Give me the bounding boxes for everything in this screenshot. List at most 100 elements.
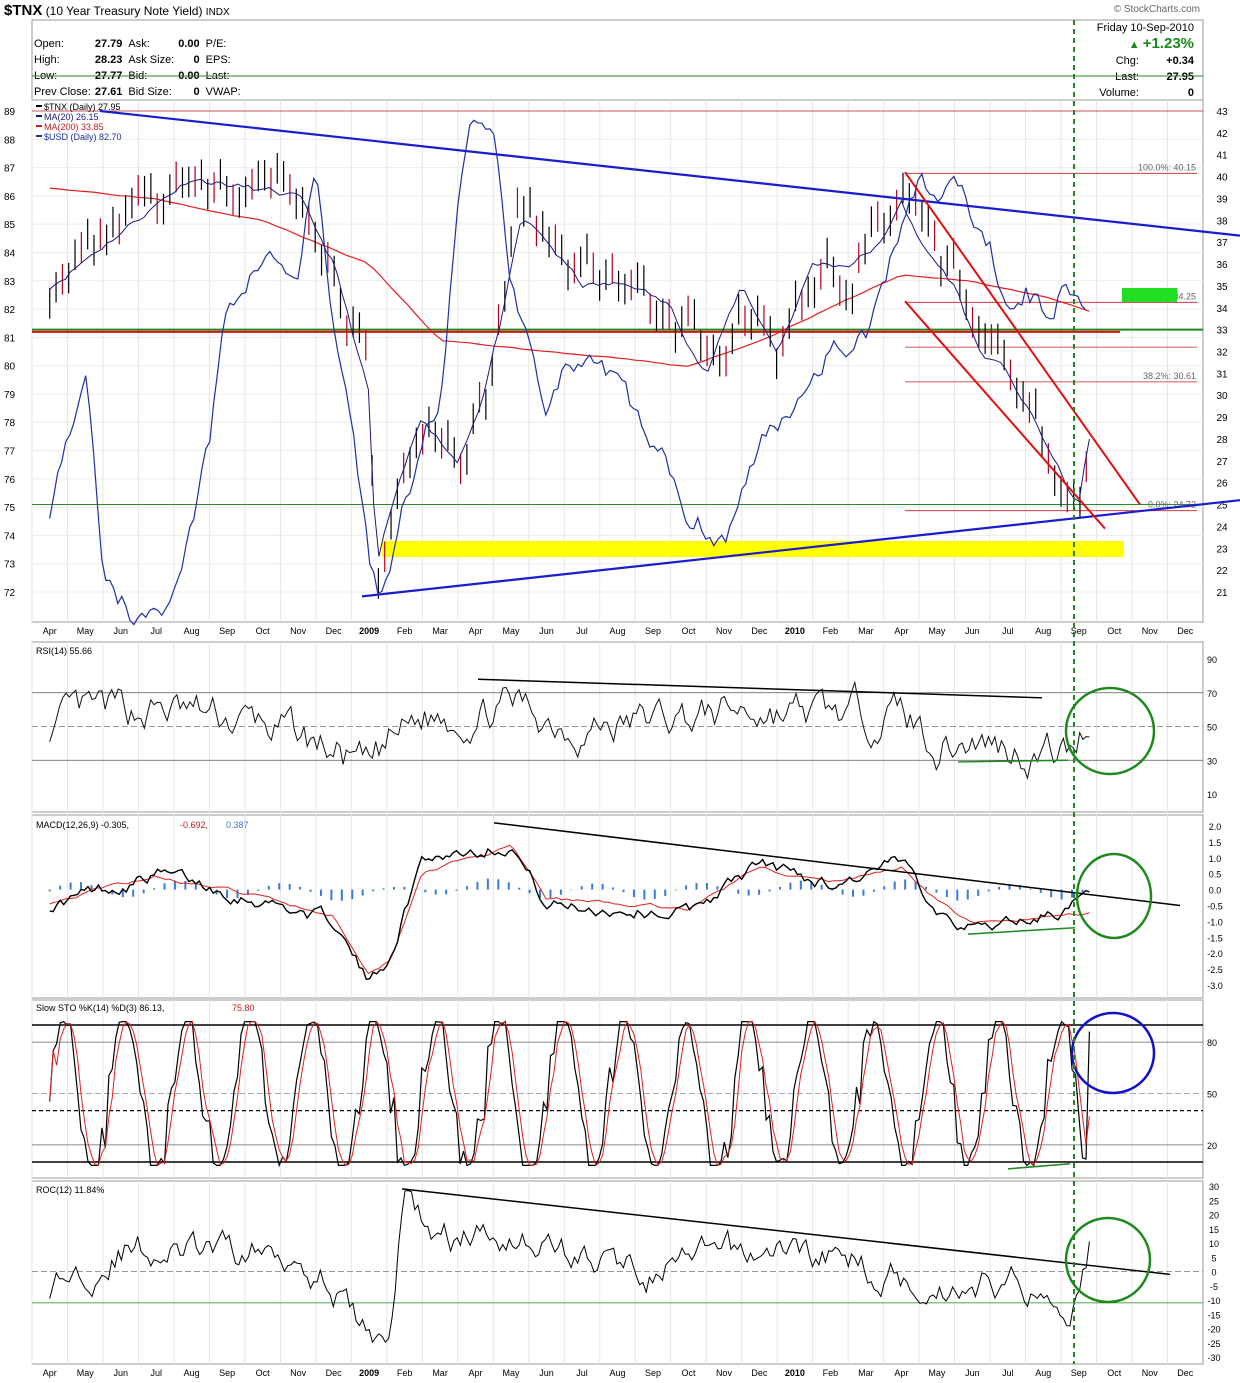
x-axis-label-bottom: Jun [965, 1368, 980, 1378]
x-axis-label-bottom: Sep [1071, 1368, 1087, 1378]
roc-frame [31, 1180, 1204, 1365]
macd-line [49, 847, 1090, 981]
roc-axis-label: -5 [1210, 1282, 1218, 1292]
last-value: 27.95 [1166, 71, 1194, 83]
roc-trendline [401, 1188, 1171, 1276]
roc-axis-label: 25 [1209, 1196, 1219, 1206]
roc-line [49, 1190, 1090, 1344]
x-axis-label-bottom: Jul [1002, 1368, 1014, 1378]
x-axis-label-bottom: Dec [751, 1368, 768, 1378]
left-axis-label: 81 [4, 333, 16, 344]
left-axis-label: 87 [4, 164, 16, 175]
up-arrow-icon: ▲ [1128, 39, 1140, 51]
x-axis-label-bottom: Jul [150, 1368, 162, 1378]
right-axis-label: 28 [1216, 435, 1228, 446]
rsi-divergence-line [957, 759, 1069, 763]
volume-label: Volume: [1099, 87, 1139, 99]
x-axis-label: Oct [681, 626, 696, 636]
macd-axis-label: 0.0 [1209, 886, 1222, 896]
x-axis-label: 2009 [359, 626, 379, 636]
macd-axis-label: 1.5 [1209, 838, 1222, 848]
right-axis-label: 34 [1216, 304, 1228, 315]
x-axis-label-bottom: Feb [397, 1368, 413, 1378]
x-axis-label-bottom: Jun [113, 1368, 128, 1378]
macd-axis-label: 0.5 [1209, 870, 1222, 880]
x-axis-label: Aug [184, 626, 200, 636]
x-axis-label: Nov [716, 626, 733, 636]
legend-entry: MA(200) 33.85 [44, 122, 104, 132]
bidsize-label: Bid Size: [128, 86, 172, 98]
left-axis-label: 82 [4, 305, 16, 316]
last-label-right: Last: [1115, 71, 1139, 83]
right-axis-label: 29 [1216, 413, 1228, 424]
right-axis-label: 30 [1216, 391, 1228, 402]
roc-axis-label: -20 [1207, 1325, 1220, 1335]
x-axis-label-bottom: Oct [681, 1368, 696, 1378]
x-axis-label-bottom: Apr [43, 1368, 57, 1378]
right-axis-label: 43 [1216, 107, 1228, 118]
sto-k-line [49, 1020, 1090, 1168]
right-quote: Friday 10-Sep-2010 ▲ +1.23% Chg: +0.34 L… [1097, 20, 1194, 101]
volume-value: 0 [1187, 87, 1194, 99]
bidsize-value: 0 [193, 86, 200, 98]
right-axis-label: 31 [1216, 369, 1228, 380]
legend-entry: $USD (Daily) 82.70 [44, 132, 122, 142]
x-axis-label: Apr [469, 626, 483, 636]
x-axis-label: Mar [432, 626, 448, 636]
macd-signal-line [49, 844, 1090, 975]
x-axis-label: Apr [43, 626, 57, 636]
right-axis-label: 41 [1216, 151, 1228, 162]
right-axis-label: 21 [1216, 588, 1228, 599]
x-axis-label: May [928, 626, 946, 636]
left-axis-label: 76 [4, 475, 16, 486]
x-axis-label-bottom: 2010 [785, 1368, 805, 1378]
rsi-axis-label: 70 [1207, 689, 1217, 699]
x-axis-label: Feb [397, 626, 413, 636]
symbol: $TNX [4, 2, 43, 19]
right-axis-label: 32 [1216, 348, 1228, 359]
left-axis-label: 80 [4, 362, 16, 373]
x-axis-label-bottom: Aug [184, 1368, 200, 1378]
sto-d-line [49, 1020, 1090, 1167]
x-axis-label: Jul [576, 626, 588, 636]
chg-label: Chg: [1115, 55, 1139, 67]
left-axis-label: 77 [4, 447, 16, 458]
usd-line [49, 119, 1087, 626]
x-axis-label-bottom: Apr [894, 1368, 908, 1378]
x-axis-label: Oct [256, 626, 271, 636]
roc-axis-label: 30 [1209, 1182, 1219, 1192]
roc-highlight-circle [1064, 1216, 1152, 1304]
macd-axis-label: -2.5 [1207, 965, 1223, 975]
sto-axis-label: 50 [1207, 1090, 1217, 1100]
x-axis-label: Jun [113, 626, 128, 636]
rsi-axis-label: 30 [1207, 756, 1217, 766]
asksize-value: 0 [193, 54, 200, 66]
ma20-line [49, 178, 1090, 557]
high-value: 28.23 [94, 54, 123, 66]
rsi-line [49, 680, 1090, 781]
macd-legend-hist: 0.387 [226, 820, 249, 830]
roc-axis-label: -15 [1207, 1310, 1220, 1320]
x-axis-label: Dec [326, 626, 343, 636]
chg-value: +0.34 [1166, 55, 1194, 67]
left-axis-label: 89 [4, 107, 16, 118]
x-axis-label: Nov [1142, 626, 1159, 636]
roc-axis-label: 10 [1209, 1239, 1219, 1249]
x-axis-label: Jul [1002, 626, 1014, 636]
x-axis-label-bottom: May [503, 1368, 521, 1378]
x-axis-label-bottom: Dec [326, 1368, 343, 1378]
x-axis-label: Jun [539, 626, 554, 636]
x-axis-label-bottom: Sep [219, 1368, 235, 1378]
x-axis-label: Oct [1107, 626, 1122, 636]
x-axis-label: Dec [751, 626, 768, 636]
left-axis-label: 84 [4, 248, 16, 259]
macd-axis-label: -3.0 [1207, 981, 1223, 991]
roc-axis-label: 20 [1209, 1211, 1219, 1221]
x-axis-label: Mar [858, 626, 874, 636]
legend-entry: $TNX (Daily) 27.95 [44, 102, 121, 112]
right-axis-label: 33 [1216, 326, 1228, 337]
roc-axis-label: 0 [1211, 1268, 1216, 1278]
support-zone-green [1122, 288, 1177, 302]
left-axis-label: 75 [4, 503, 16, 514]
